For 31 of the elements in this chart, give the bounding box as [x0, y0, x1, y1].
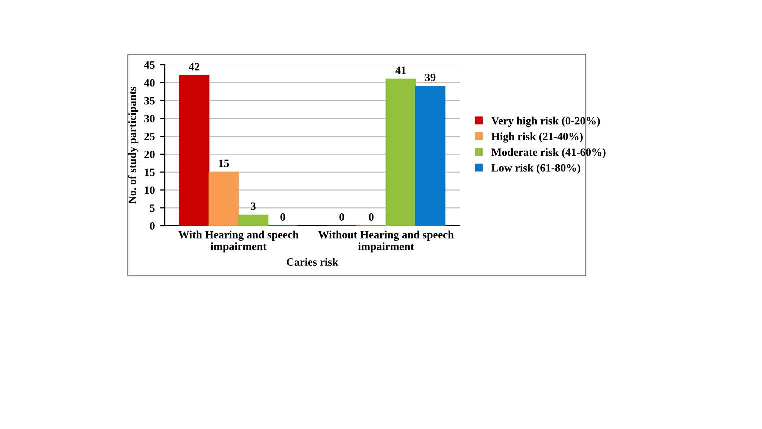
- y-tick-label: 15: [145, 168, 155, 176]
- bar: [179, 75, 210, 226]
- bar: [415, 86, 446, 226]
- data-label: 0: [340, 213, 344, 221]
- x-axis-title: Caries risk: [286, 258, 339, 266]
- legend-label: Low risk (61-80%): [492, 164, 580, 174]
- y-tick-label: 30: [144, 115, 155, 123]
- bar: [238, 214, 269, 226]
- data-label: 3: [251, 202, 256, 210]
- y-tick-label: 35: [144, 97, 155, 105]
- y-tick-label: 45: [144, 62, 155, 69]
- legend-label: Very high risk (0-20%): [492, 116, 600, 128]
- y-tick-label: 10: [145, 186, 155, 194]
- y-tick-label: 25: [144, 133, 155, 141]
- data-label: 0: [369, 213, 374, 221]
- y-tick-label: 40: [144, 79, 155, 87]
- data-label: 0: [280, 213, 286, 221]
- x-tick-label: Without Hearing and speech impairment: [318, 230, 454, 253]
- y-tick-label: 0: [150, 222, 155, 230]
- x-tick-label: With Hearing and speech impairment: [178, 230, 299, 253]
- y-tick-label: 5: [150, 204, 155, 212]
- data-label: 39: [425, 74, 436, 82]
- bar: [386, 78, 416, 226]
- y-tick-label: 20: [144, 150, 155, 158]
- y-axis-title: No. of study participants: [128, 87, 139, 204]
- data-label: 15: [219, 160, 230, 168]
- legend-label: Moderate risk (41-60%): [492, 148, 606, 158]
- bar: [208, 172, 240, 226]
- legend-label: High risk (21-40%): [492, 132, 583, 143]
- data-label: 41: [396, 66, 406, 74]
- data-label: 42: [189, 63, 200, 71]
